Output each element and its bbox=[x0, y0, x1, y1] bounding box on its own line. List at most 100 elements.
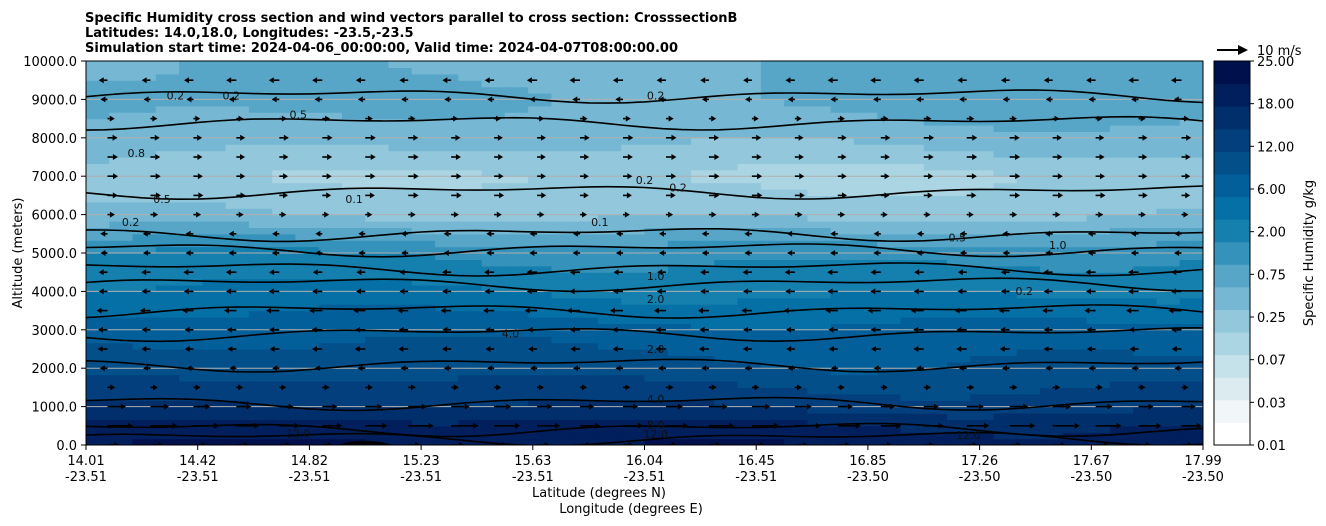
humidity-cell bbox=[714, 233, 739, 241]
wind-vector-head bbox=[972, 154, 978, 160]
humidity-cell bbox=[621, 73, 646, 81]
humidity-cell bbox=[714, 349, 739, 356]
humidity-cell bbox=[574, 253, 599, 260]
humidity-cell bbox=[1133, 310, 1158, 318]
wind-vector-head bbox=[1058, 192, 1064, 199]
humidity-cell bbox=[644, 221, 669, 228]
humidity-cell bbox=[435, 61, 459, 68]
humidity-cell bbox=[853, 99, 878, 107]
wind-vector-head bbox=[1023, 403, 1029, 410]
humidity-cell bbox=[132, 285, 157, 292]
humidity-cell bbox=[528, 387, 553, 395]
humidity-cell bbox=[365, 144, 390, 152]
wind-vector-head bbox=[1100, 173, 1106, 180]
humidity-cell bbox=[621, 438, 646, 445]
humidity-cell bbox=[109, 291, 134, 299]
humidity-cell bbox=[155, 240, 180, 248]
humidity-cell bbox=[830, 374, 855, 382]
humidity-cell bbox=[1016, 387, 1041, 395]
humidity-cell bbox=[388, 169, 413, 177]
humidity-cell bbox=[388, 393, 413, 401]
wind-vector-head bbox=[584, 134, 590, 141]
wind-vector-head bbox=[397, 307, 403, 314]
humidity-cell bbox=[388, 400, 413, 408]
humidity-cell bbox=[1016, 131, 1041, 139]
humidity-cell bbox=[1109, 73, 1134, 81]
wind-vector-head bbox=[356, 269, 362, 276]
humidity-cell bbox=[528, 297, 553, 305]
contour-label: 1.0 bbox=[647, 270, 665, 283]
humidity-cell bbox=[1133, 259, 1158, 267]
humidity-cell bbox=[551, 144, 576, 152]
humidity-cell bbox=[1109, 61, 1134, 68]
x-tick-label-lon: -23.51 bbox=[288, 470, 330, 485]
humidity-cell bbox=[714, 438, 739, 445]
humidity-cell bbox=[155, 73, 180, 81]
humidity-cell bbox=[458, 163, 483, 171]
humidity-cell bbox=[458, 61, 483, 68]
humidity-cell bbox=[318, 438, 343, 445]
humidity-cell bbox=[784, 297, 808, 305]
humidity-cell bbox=[1016, 105, 1041, 113]
humidity-cell bbox=[272, 400, 297, 408]
humidity-cell bbox=[900, 317, 925, 324]
humidity-cell bbox=[1063, 259, 1088, 267]
contour-label: 0.2 bbox=[647, 89, 665, 102]
humidity-cell bbox=[551, 169, 576, 177]
humidity-cell bbox=[528, 310, 553, 318]
humidity-cell bbox=[877, 67, 902, 75]
humidity-cell bbox=[272, 227, 297, 235]
humidity-cell bbox=[970, 137, 995, 145]
wind-vector-head bbox=[956, 346, 962, 352]
humidity-cell bbox=[1133, 432, 1158, 440]
wind-vector-head bbox=[841, 192, 847, 199]
humidity-cell bbox=[248, 189, 273, 196]
humidity-cell bbox=[458, 214, 483, 222]
humidity-cell bbox=[272, 240, 297, 248]
humidity-cell bbox=[574, 144, 599, 152]
humidity-cell bbox=[1040, 400, 1064, 408]
humidity-cell bbox=[504, 323, 529, 331]
humidity-cell bbox=[853, 131, 878, 139]
humidity-cell bbox=[667, 432, 692, 440]
humidity-cell bbox=[528, 253, 553, 260]
humidity-cell bbox=[667, 163, 692, 171]
humidity-cell bbox=[1086, 253, 1111, 260]
humidity-cell bbox=[248, 240, 273, 248]
humidity-cell bbox=[923, 291, 948, 299]
humidity-cell bbox=[1133, 438, 1158, 445]
wind-vector-head bbox=[315, 230, 321, 237]
humidity-cell bbox=[574, 208, 599, 216]
humidity-cell bbox=[1063, 285, 1088, 292]
humidity-cell bbox=[272, 125, 297, 132]
humidity-cell bbox=[504, 144, 529, 152]
humidity-cell bbox=[528, 438, 553, 445]
humidity-cell bbox=[341, 99, 366, 107]
humidity-cell bbox=[458, 361, 483, 369]
wind-vector-head bbox=[624, 211, 630, 218]
humidity-cell bbox=[853, 195, 878, 203]
humidity-cell bbox=[597, 297, 622, 305]
humidity-cell bbox=[830, 131, 855, 139]
humidity-cell bbox=[784, 221, 808, 228]
humidity-cell bbox=[295, 374, 320, 382]
humidity-cell bbox=[86, 438, 110, 445]
humidity-cell bbox=[993, 374, 1018, 382]
humidity-cell bbox=[202, 214, 227, 222]
humidity-cell bbox=[597, 233, 622, 241]
humidity-cell bbox=[225, 80, 250, 88]
humidity-cell bbox=[458, 413, 483, 420]
humidity-cell bbox=[109, 381, 134, 388]
humidity-cell bbox=[714, 413, 739, 420]
humidity-cell bbox=[900, 233, 925, 241]
humidity-cell bbox=[411, 176, 436, 184]
humidity-cell bbox=[970, 413, 995, 420]
humidity-cell bbox=[807, 105, 832, 113]
humidity-cell bbox=[551, 227, 576, 235]
humidity-cell bbox=[458, 208, 483, 216]
humidity-cell bbox=[504, 240, 529, 248]
humidity-cell bbox=[714, 265, 739, 273]
wind-vector-head bbox=[246, 403, 252, 410]
humidity-cell bbox=[86, 381, 110, 388]
wind-vector-head bbox=[453, 211, 459, 218]
